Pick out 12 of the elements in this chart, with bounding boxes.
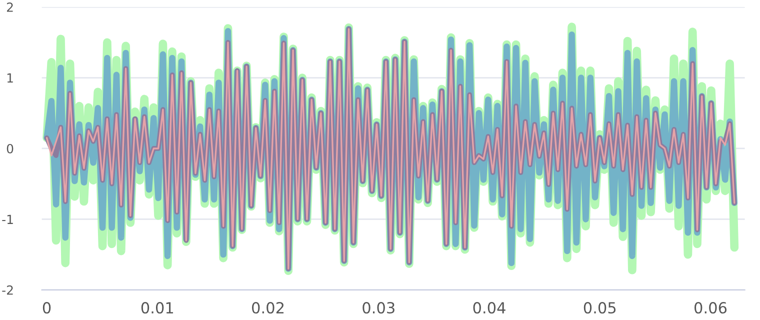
y-tick-label: 0 — [6, 144, 14, 154]
x-tick-label: 0 — [42, 302, 51, 314]
y-tick-label: -2 — [2, 285, 13, 295]
x-tick-label: 0.04 — [473, 302, 506, 314]
x-tick-label: 0.06 — [694, 302, 727, 314]
y-tick-label: 2 — [6, 2, 13, 12]
x-tick-label: 0.05 — [584, 302, 616, 314]
y-tick-label: 1 — [7, 73, 13, 83]
x-tick-label: 0.01 — [141, 302, 173, 314]
y-tick-label: -1 — [2, 214, 13, 224]
x-tick-label: 0.03 — [362, 302, 394, 314]
x-tick-label: 0.02 — [252, 302, 284, 314]
